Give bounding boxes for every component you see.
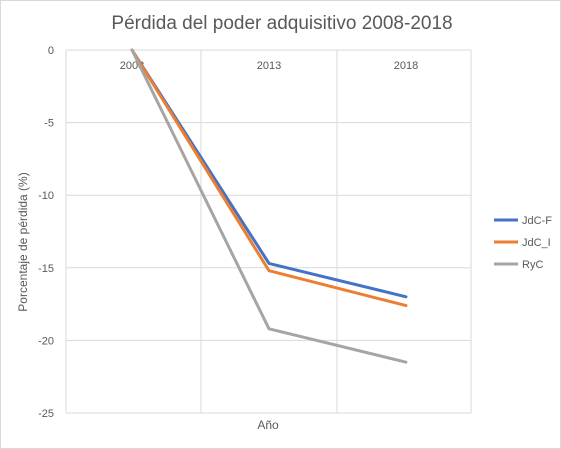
legend: JdC-F JdC_I RyC	[494, 215, 552, 271]
y-axis-label: Porcentaje de pérdida (%)	[16, 172, 30, 311]
y-tick-label: -5	[44, 118, 54, 130]
series-line	[130, 48, 408, 308]
x-tick-label: 2013	[257, 60, 281, 72]
y-tick-label: 0	[48, 45, 54, 57]
x-axis-label: Año	[257, 418, 279, 432]
y-tick-label: -25	[38, 408, 54, 420]
legend-label: JdC-F	[522, 215, 552, 227]
series-line	[130, 48, 408, 364]
series-lines	[130, 48, 408, 364]
y-tick-label: -15	[38, 263, 54, 275]
series-line	[130, 48, 408, 299]
x-tick-label: 2018	[394, 60, 418, 72]
y-tick-label: -10	[38, 190, 54, 202]
gridlines	[65, 49, 472, 414]
legend-label: RyC	[522, 259, 543, 271]
chart-title: Pérdida del poder adquisitivo 2008-2018	[111, 13, 452, 34]
legend-label: JdC_I	[522, 237, 551, 249]
y-tick-label: -20	[38, 335, 54, 347]
